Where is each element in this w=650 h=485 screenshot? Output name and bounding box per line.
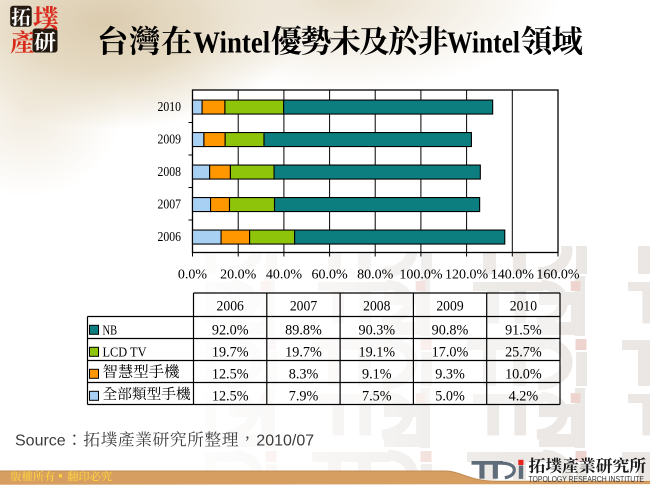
svg-text:2010: 2010 bbox=[510, 299, 537, 315]
svg-text:92.0%: 92.0% bbox=[212, 323, 249, 339]
svg-text:160.0%: 160.0% bbox=[536, 268, 580, 283]
svg-text:17.0%: 17.0% bbox=[432, 345, 469, 361]
svg-text:Wintel: Wintel bbox=[447, 25, 520, 59]
svg-text:2007: 2007 bbox=[158, 197, 182, 212]
svg-text:2006: 2006 bbox=[158, 230, 182, 245]
svg-text:2006: 2006 bbox=[217, 299, 244, 315]
svg-text:8.3%: 8.3% bbox=[289, 367, 319, 383]
svg-text:80.0%: 80.0% bbox=[357, 268, 394, 283]
svg-text:7.5%: 7.5% bbox=[362, 389, 392, 405]
svg-text:19.1%: 19.1% bbox=[358, 345, 395, 361]
svg-text:Wintel: Wintel bbox=[193, 25, 270, 59]
svg-text:9.3%: 9.3% bbox=[435, 367, 465, 383]
svg-text:100.0%: 100.0% bbox=[399, 268, 443, 283]
svg-text:90.3%: 90.3% bbox=[358, 323, 395, 339]
svg-text:Source: Source bbox=[15, 433, 66, 450]
svg-text:89.8%: 89.8% bbox=[285, 323, 322, 339]
svg-text:2010/07: 2010/07 bbox=[256, 433, 314, 450]
svg-text:2009: 2009 bbox=[436, 299, 463, 315]
svg-text:2007: 2007 bbox=[290, 299, 317, 315]
svg-text:25.7%: 25.7% bbox=[505, 345, 542, 361]
svg-text:2009: 2009 bbox=[158, 132, 182, 147]
svg-text:0.0%: 0.0% bbox=[178, 268, 208, 283]
svg-text:7.9%: 7.9% bbox=[289, 389, 319, 405]
svg-text:40.0%: 40.0% bbox=[266, 268, 303, 283]
svg-text:140.0%: 140.0% bbox=[491, 268, 535, 283]
svg-text:60.0%: 60.0% bbox=[312, 268, 349, 283]
svg-text:12.5%: 12.5% bbox=[212, 389, 249, 405]
svg-text:91.5%: 91.5% bbox=[505, 323, 542, 339]
svg-text:19.7%: 19.7% bbox=[212, 345, 249, 361]
svg-text:20.0%: 20.0% bbox=[220, 268, 257, 283]
svg-text:2008: 2008 bbox=[158, 165, 182, 180]
svg-text:19.7%: 19.7% bbox=[285, 345, 322, 361]
svg-text:5.0%: 5.0% bbox=[435, 389, 465, 405]
svg-text:LCD TV: LCD TV bbox=[103, 345, 147, 360]
svg-text:90.8%: 90.8% bbox=[432, 323, 469, 339]
svg-text:2008: 2008 bbox=[363, 299, 390, 315]
svg-text:4.2%: 4.2% bbox=[509, 389, 539, 405]
svg-text:120.0%: 120.0% bbox=[445, 268, 489, 283]
svg-text:TOPOLOGY RESEARCH INSTITUTE: TOPOLOGY RESEARCH INSTITUTE bbox=[529, 475, 645, 484]
svg-text:12.5%: 12.5% bbox=[212, 367, 249, 383]
svg-text:9.1%: 9.1% bbox=[362, 367, 392, 383]
svg-text:NB: NB bbox=[103, 323, 118, 338]
svg-text:10.0%: 10.0% bbox=[505, 367, 542, 383]
svg-text:2010: 2010 bbox=[158, 100, 182, 115]
